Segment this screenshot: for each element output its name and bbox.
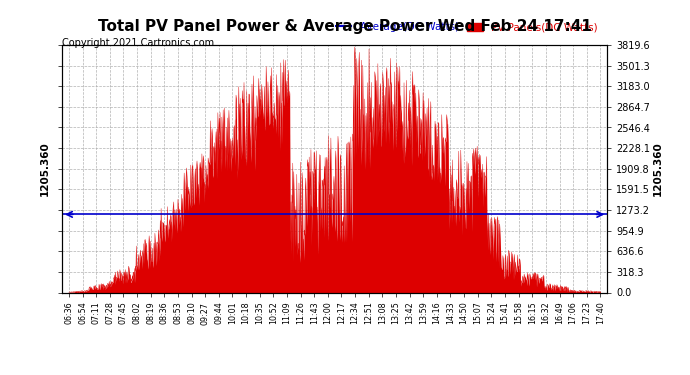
Legend: Average(DC Watts), PV Panels(DC Watts): Average(DC Watts), PV Panels(DC Watts) (332, 18, 602, 36)
Y-axis label: 1205.360: 1205.360 (653, 141, 663, 196)
Text: Total PV Panel Power & Average Power Wed Feb 24 17:41: Total PV Panel Power & Average Power Wed… (98, 19, 592, 34)
Text: Copyright 2021 Cartronics.com: Copyright 2021 Cartronics.com (62, 38, 214, 48)
Y-axis label: 1205.360: 1205.360 (40, 141, 50, 196)
